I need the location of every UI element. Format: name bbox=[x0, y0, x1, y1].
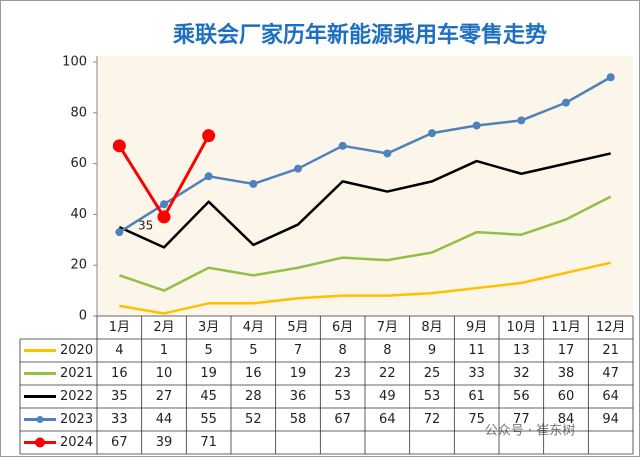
table-value: 84 bbox=[558, 412, 575, 427]
table-value: 16 bbox=[111, 366, 128, 381]
data-point bbox=[112, 139, 126, 153]
table-value: 67 bbox=[111, 435, 128, 450]
series-line bbox=[118, 195, 612, 292]
table-value: 58 bbox=[290, 412, 307, 427]
table-value: 45 bbox=[200, 389, 217, 404]
table-value: 4 bbox=[115, 343, 123, 358]
legend-label: 2022 bbox=[60, 389, 93, 404]
table-value: 38 bbox=[558, 366, 575, 381]
x-tick-label: 10月 bbox=[507, 320, 537, 335]
table-value: 7 bbox=[294, 343, 302, 358]
x-tick-label: 4月 bbox=[243, 320, 264, 335]
x-tick-label: 1月 bbox=[109, 320, 130, 335]
legend-label: 2023 bbox=[60, 412, 93, 427]
y-tick-label: 60 bbox=[70, 156, 87, 171]
legend-label: 2024 bbox=[60, 435, 93, 450]
data-point bbox=[562, 98, 570, 107]
annotation: 35 bbox=[138, 219, 153, 233]
table-value: 33 bbox=[111, 412, 128, 427]
x-tick-label: 7月 bbox=[377, 320, 398, 335]
table-value: 23 bbox=[334, 366, 351, 381]
table-value: 49 bbox=[379, 389, 396, 404]
watermark: 公众号 · 崔东树 bbox=[485, 423, 575, 439]
table-value: 53 bbox=[334, 389, 351, 404]
y-tick-label: 80 bbox=[70, 105, 87, 120]
table-value: 72 bbox=[424, 412, 441, 427]
legend-label: 2021 bbox=[60, 366, 93, 381]
data-point bbox=[204, 172, 213, 181]
table-value: 77 bbox=[513, 412, 530, 427]
data-point bbox=[115, 228, 124, 237]
table-value: 55 bbox=[200, 412, 217, 427]
x-tick-label: 2月 bbox=[153, 320, 174, 335]
x-tick-label: 12月 bbox=[596, 320, 626, 335]
table-value: 28 bbox=[245, 389, 262, 404]
y-tick-label: 40 bbox=[70, 207, 87, 222]
chart-title: 乘联会厂家历年新能源乘用车零售走势 bbox=[172, 22, 547, 48]
table-value: 75 bbox=[468, 412, 485, 427]
table-value: 19 bbox=[290, 366, 307, 381]
x-tick-label: 5月 bbox=[287, 320, 308, 335]
legend-marker bbox=[35, 437, 45, 448]
table-value: 21 bbox=[602, 343, 619, 358]
x-tick-label: 3月 bbox=[198, 320, 219, 335]
data-point bbox=[428, 129, 436, 138]
table-value: 8 bbox=[339, 343, 347, 358]
table-value: 9 bbox=[428, 343, 436, 358]
table-value: 16 bbox=[245, 366, 262, 381]
table-value: 17 bbox=[558, 343, 575, 358]
table-value: 11 bbox=[468, 343, 485, 358]
y-tick-label: 20 bbox=[70, 258, 87, 273]
data-point bbox=[517, 116, 526, 125]
table-value: 27 bbox=[156, 389, 173, 404]
table-value: 39 bbox=[156, 435, 173, 450]
data-point bbox=[338, 141, 347, 150]
table-value: 47 bbox=[602, 366, 619, 381]
data-point bbox=[383, 149, 392, 158]
x-tick-label: 6月 bbox=[332, 320, 353, 335]
table-value: 5 bbox=[249, 343, 257, 358]
table-value: 56 bbox=[513, 389, 530, 404]
table-value: 64 bbox=[602, 389, 619, 404]
table-value: 52 bbox=[245, 412, 262, 427]
table-value: 60 bbox=[558, 389, 575, 404]
table-value: 44 bbox=[156, 412, 173, 427]
series-line bbox=[119, 261, 611, 315]
table-value: 67 bbox=[334, 412, 351, 427]
data-point bbox=[157, 210, 171, 224]
data-point bbox=[294, 164, 302, 173]
legend-marker bbox=[36, 416, 44, 423]
data-point bbox=[160, 200, 168, 209]
series-line bbox=[118, 152, 611, 249]
table-value: 32 bbox=[513, 366, 530, 381]
table-value: 19 bbox=[200, 366, 217, 381]
table-value: 71 bbox=[200, 435, 217, 450]
data-point bbox=[606, 73, 615, 82]
data-point bbox=[202, 129, 216, 143]
y-tick-label: 100 bbox=[62, 55, 87, 70]
table-value: 33 bbox=[468, 366, 485, 381]
table-value: 94 bbox=[602, 412, 619, 427]
data-point bbox=[472, 121, 481, 130]
table-value: 22 bbox=[379, 366, 396, 381]
series-line bbox=[118, 76, 612, 234]
table-value: 5 bbox=[205, 343, 213, 358]
x-tick-label: 9月 bbox=[466, 320, 487, 335]
table-value: 35 bbox=[111, 389, 128, 404]
table-value: 10 bbox=[156, 366, 173, 381]
table-value: 25 bbox=[424, 366, 441, 381]
legend-label: 2020 bbox=[60, 343, 93, 358]
table-value: 61 bbox=[468, 389, 485, 404]
table-value: 36 bbox=[290, 389, 307, 404]
table-value: 1 bbox=[160, 343, 168, 358]
data-point bbox=[249, 179, 258, 188]
table-value: 13 bbox=[513, 343, 530, 358]
table-value: 64 bbox=[379, 412, 396, 427]
table-value: 8 bbox=[383, 343, 391, 358]
x-tick-label: 11月 bbox=[551, 320, 581, 335]
table-value: 53 bbox=[424, 389, 441, 404]
x-tick-label: 8月 bbox=[421, 320, 442, 335]
y-tick-label: 0 bbox=[79, 309, 87, 324]
